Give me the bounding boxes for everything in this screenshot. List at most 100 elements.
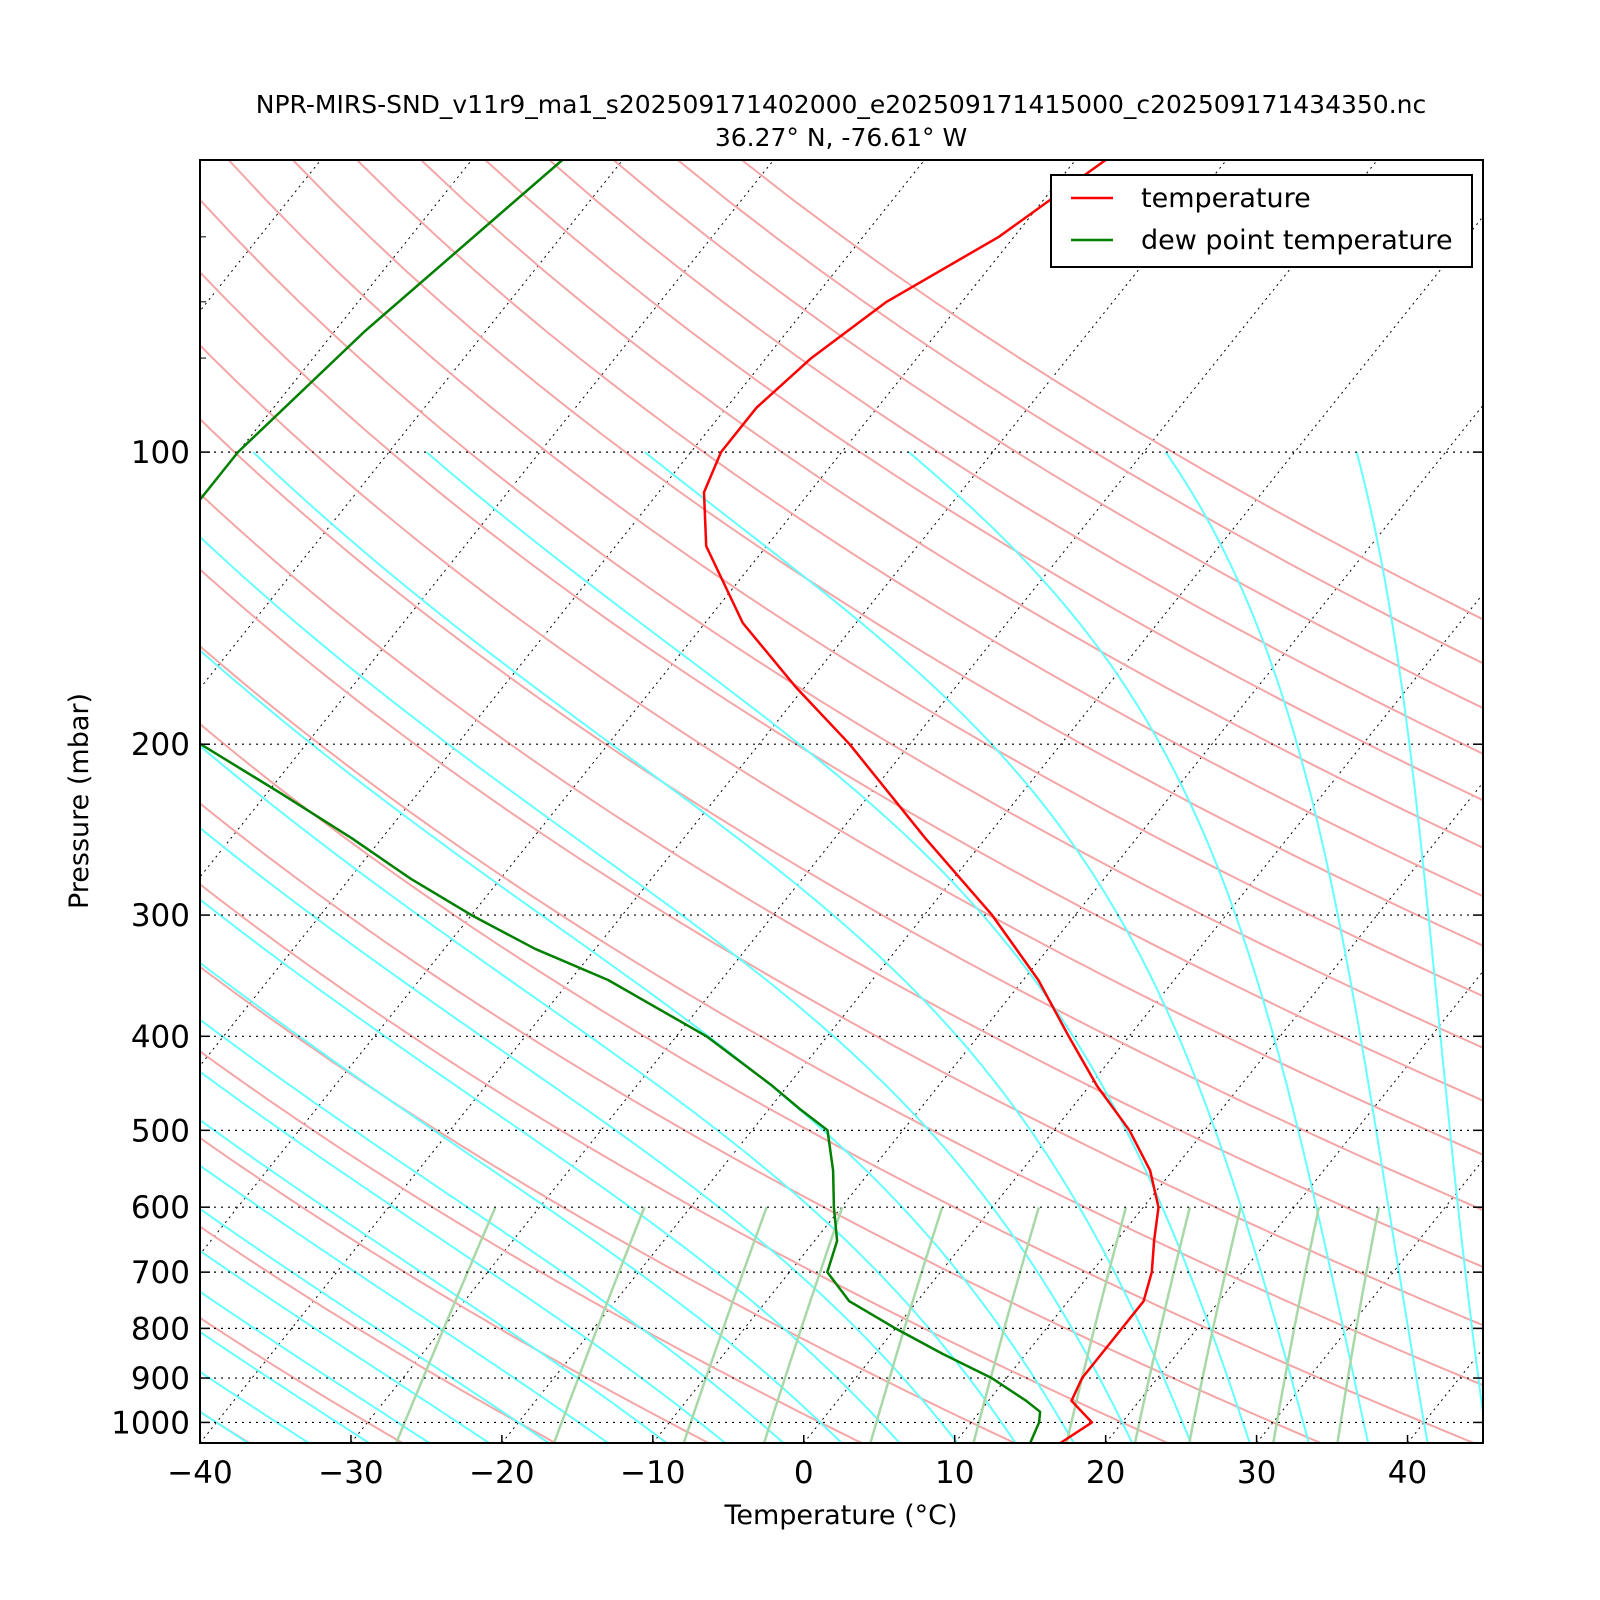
- moist-adiabat-line: [200, 1330, 370, 1443]
- moist-adiabat-line: [200, 1164, 609, 1443]
- moist-adiabat-line: [908, 451, 1370, 1443]
- dry-adiabat-line: [200, 1410, 250, 1443]
- y-axis-label: Pressure (mbar): [64, 693, 95, 909]
- mixing-ratio-line: [552, 1206, 646, 1443]
- x-tick-label: 30: [1237, 1455, 1276, 1491]
- moist-adiabat-line: [1164, 451, 1429, 1443]
- dry-adiabat-line: [200, 1136, 710, 1443]
- moist-adiabat-line: [200, 898, 901, 1443]
- moist-adiabat-line: [1355, 451, 1483, 1420]
- moist-adiabat-line: [200, 535, 1134, 1443]
- isotherm-line: [200, 160, 774, 878]
- moist-adiabat-line: [200, 826, 959, 1443]
- y-tick-label: 300: [131, 898, 190, 934]
- y-tick-label: 800: [131, 1311, 190, 1347]
- dry-adiabat-line: [200, 802, 1322, 1443]
- background-lines: [0, 160, 1600, 1443]
- dry-adiabat-line: [200, 343, 1483, 1156]
- moist-adiabat-line: [200, 1070, 726, 1443]
- isotherm-line: [1407, 1347, 1483, 1443]
- legend-box: [1050, 174, 1473, 268]
- isotherm-line: [0, 160, 19, 1443]
- mixing-ratio-line: [395, 1206, 497, 1443]
- chart-title: NPR-MIRS-SND_v11r9_ma1_s202509171402000_…: [256, 90, 1427, 119]
- isotherm-line: [200, 160, 1076, 1256]
- isotherm-line: [501, 215, 1483, 1443]
- moist-adiabat-line: [200, 1118, 668, 1443]
- isotherm-line: [200, 160, 1227, 1443]
- x-tick-label: 40: [1388, 1455, 1427, 1491]
- moist-adiabat-line: [200, 744, 1017, 1443]
- mixing-ratio-line: [762, 1206, 844, 1443]
- legend: temperature dew point temperature: [1050, 174, 1473, 268]
- dry-adiabat-line: [227, 160, 1483, 998]
- x-tick-label: −30: [318, 1455, 383, 1491]
- x-tick-label: 20: [1086, 1455, 1125, 1491]
- mixing-ratio-line: [1133, 1206, 1192, 1443]
- moist-adiabat-line: [200, 1018, 785, 1443]
- isotherm-line: [652, 404, 1483, 1443]
- moist-adiabat-line: [200, 1249, 490, 1443]
- dewpoint-line: [200, 160, 1042, 1443]
- isotherm-line: [350, 160, 1378, 1443]
- mixing-ratio-line: [682, 1206, 768, 1443]
- mixing-ratio-line: [972, 1206, 1041, 1443]
- isotherm-line: [200, 160, 322, 312]
- x-tick-label: 10: [935, 1455, 974, 1491]
- isotherm-line: [954, 781, 1483, 1443]
- dry-adiabat-line: [200, 883, 1169, 1443]
- dry-adiabat-line: [200, 417, 1483, 1212]
- dry-adiabat-line: [612, 160, 1483, 710]
- y-tick-label: 900: [131, 1361, 190, 1397]
- y-tick-label: 1000: [111, 1405, 190, 1441]
- temperature-line: [702, 160, 1160, 1443]
- moist-adiabat-line: [200, 1370, 310, 1443]
- moist-adiabat-line: [200, 1290, 430, 1443]
- moist-adiabat-line: [252, 451, 1192, 1443]
- mixing-ratio-line: [1188, 1206, 1242, 1443]
- y-tick-label: 600: [131, 1190, 190, 1226]
- dry-adiabat-line: [200, 722, 1475, 1443]
- dry-adiabat-line: [200, 198, 1483, 1049]
- isobar-grid: [200, 451, 1483, 1424]
- isotherm-line: [803, 593, 1483, 1443]
- x-tick-label: −10: [620, 1455, 685, 1491]
- moist-adiabat-line: [200, 1207, 550, 1443]
- legend-dewpoint-label: dew point temperature: [1141, 225, 1453, 256]
- mixing-ratio-line: [1065, 1206, 1128, 1443]
- mixing-ratio-line: [1272, 1206, 1321, 1443]
- isotherm-line: [200, 160, 925, 1067]
- y-tick-label: 200: [131, 727, 190, 763]
- dry-adiabat-line: [200, 965, 1016, 1443]
- isotherm-line: [1558, 160, 1600, 1443]
- legend-temperature-label: temperature: [1141, 183, 1311, 214]
- moist-adiabat-line: [200, 1410, 249, 1443]
- mixing-ratio-line: [869, 1206, 944, 1443]
- plot-frame: [199, 159, 1484, 1444]
- axis-ticks: −40 −30 −20 −10 0 10 20 30 40 100 200 300 400 500 600 7…: [111, 236, 1483, 1491]
- dry-adiabat-line: [200, 1316, 403, 1443]
- isotherm-line: [200, 160, 473, 501]
- y-tick-label: 500: [131, 1113, 190, 1149]
- dry-adiabat-line: [356, 160, 1483, 898]
- y-tick-label: 100: [131, 435, 190, 471]
- dry-adiabat-line: [200, 568, 1483, 1327]
- dry-adiabat-line: [292, 160, 1483, 947]
- moist-adiabat-line: [200, 961, 843, 1443]
- moist-adiabat-line: [200, 649, 1075, 1443]
- dry-adiabat-line: [200, 492, 1483, 1269]
- x-tick-label: −20: [469, 1455, 534, 1491]
- dry-adiabat-line: [200, 1050, 863, 1443]
- dry-adiabat-line: [741, 160, 1483, 621]
- dry-adiabat-line: [200, 644, 1483, 1387]
- data-lines: [200, 160, 1160, 1443]
- x-tick-label: 0: [794, 1455, 814, 1491]
- dry-adiabat-line: [200, 270, 1483, 1102]
- dry-adiabat-line: [484, 160, 1483, 802]
- dry-adiabat-line: [677, 160, 1483, 665]
- y-tick-label: 700: [131, 1255, 190, 1291]
- dry-adiabat-line: [420, 160, 1483, 849]
- mixing-ratio-line: [1336, 1206, 1381, 1443]
- x-tick-label: −40: [167, 1455, 232, 1491]
